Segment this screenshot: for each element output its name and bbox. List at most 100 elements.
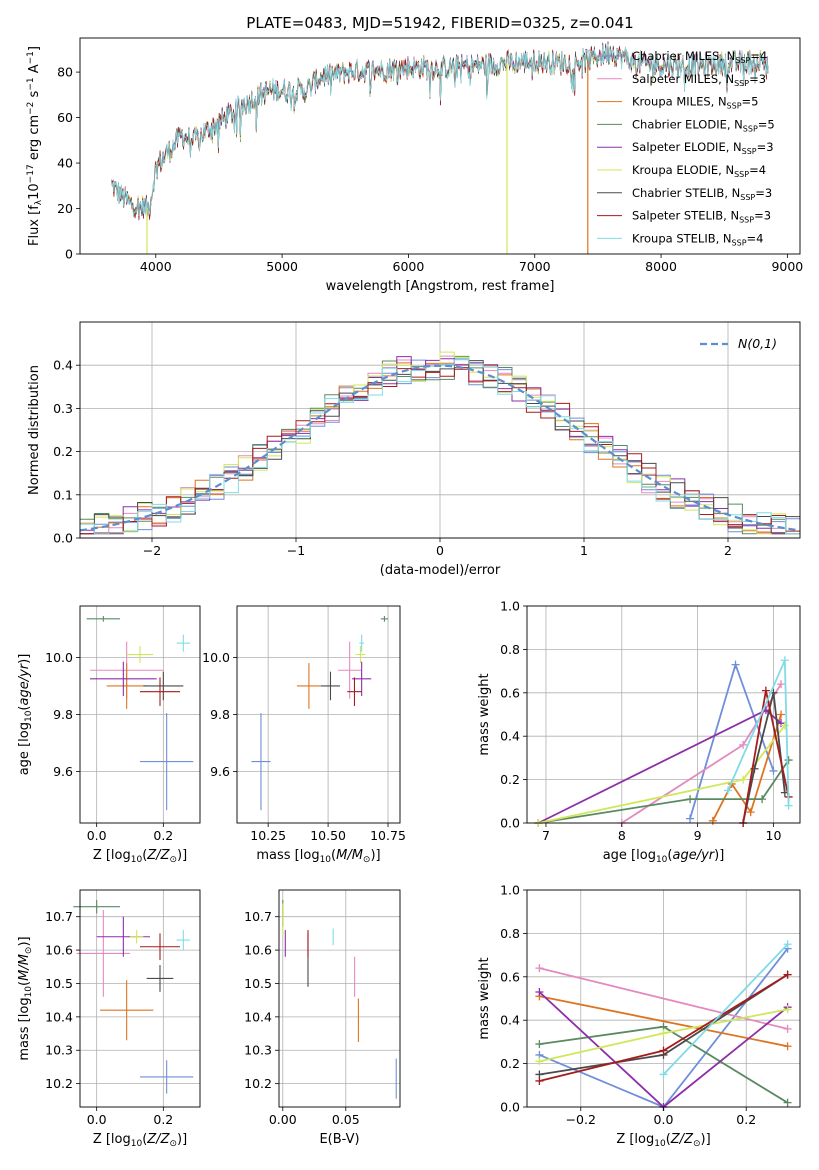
- y-tick-label: 0.4: [500, 729, 520, 744]
- x-tick-label: 9: [694, 828, 702, 843]
- errorbar-point-salpeter-stelib: [140, 933, 180, 961]
- plot-area: [534, 656, 793, 827]
- x-tick-label: −2: [143, 543, 161, 558]
- x-tick-label: 0.2: [153, 828, 173, 843]
- x-tick-label: 7: [542, 828, 550, 843]
- weight-marker: [777, 710, 786, 719]
- y-tick-label: 10.4: [244, 1009, 272, 1024]
- y-tick-label: 0.0: [53, 531, 73, 546]
- weight-line: [538, 759, 790, 824]
- weight-series-chabrier-miles: [686, 660, 778, 823]
- x-tick-label: 10.75: [370, 828, 406, 843]
- axes-frame: [236, 605, 401, 824]
- weight-series-kroupa-elodie: [534, 721, 789, 827]
- weight-marker: [777, 680, 786, 689]
- y-tick-label: 9.6: [53, 764, 73, 779]
- weight-series-salpeter-miles: [617, 680, 786, 827]
- x-axis-label: E(B-V): [319, 1132, 359, 1147]
- y-tick-label: 0.6: [500, 969, 520, 984]
- weight-marker: [758, 795, 767, 804]
- axes-frame: [526, 605, 801, 824]
- errorbar-point-kroupa-elodie: [126, 645, 154, 664]
- weight-marker: [784, 756, 793, 765]
- x-tick-label: 0.0: [654, 1112, 674, 1127]
- errorbar-point-chabrier-elodie: [73, 900, 120, 914]
- legend-label-salpeter-stelib: Salpeter STELIB, NSSP=3: [632, 209, 771, 225]
- x-tick-label: 10.25: [250, 828, 286, 843]
- axes-frame: [79, 605, 201, 824]
- plot-area: [251, 615, 389, 811]
- weight-marker: [686, 814, 695, 823]
- y-tick-label: 0.2: [53, 444, 73, 459]
- legend-label-salpeter-elodie: Salpeter ELODIE, NSSP=3: [632, 140, 774, 156]
- weight-line: [742, 692, 786, 824]
- errorbar-point-salpeter-stelib: [347, 677, 362, 706]
- y-tick-label: 10.3: [45, 1043, 73, 1058]
- y-tick-label: 10.6: [45, 943, 73, 958]
- histogram-chabrier-elodie: [80, 355, 800, 535]
- legend-label-gauss: N(0,1): [738, 336, 777, 351]
- legend-label-kroupa-miles: Kroupa MILES, NSSP=5: [632, 95, 758, 111]
- errorbar-point-kroupa-miles: [100, 980, 154, 1041]
- axes: 0.0 0.2 9.6 9.8 10.0 Z [log10(Z/Z⊙)] age [log1…: [17, 605, 201, 865]
- spectrum-line-kroupa-stelib: [111, 43, 769, 217]
- histogram-kroupa-elodie: [80, 351, 800, 535]
- y-tick-label: 1.0: [500, 599, 520, 614]
- weight-line: [539, 995, 788, 1048]
- y-tick-label: 0.4: [500, 1013, 520, 1028]
- x-tick-label: 0.2: [153, 1112, 173, 1127]
- x-axis-label: wavelength [Angstrom, rest frame]: [326, 279, 555, 294]
- weight-marker: [784, 801, 793, 810]
- x-tick-label: 8: [618, 828, 626, 843]
- x-tick-label: 10.50: [310, 828, 346, 843]
- x-axis-label: Z [log10(Z/Z⊙)]: [93, 848, 187, 865]
- y-tick-label: 9.8: [210, 707, 230, 722]
- weight-series-kroupa-miles: [708, 710, 786, 825]
- x-tick-label: 2: [724, 543, 732, 558]
- errorbar-point-chabrier-miles: [140, 713, 194, 811]
- errorbar-point-chabrier-miles: [140, 1060, 194, 1094]
- y-tick-label: 10.5: [244, 976, 272, 991]
- grid: [237, 606, 400, 823]
- x-tick-label: −1: [287, 543, 305, 558]
- x-axis-label: (data-model)/error: [380, 563, 501, 578]
- x-tick-label: 0.0: [87, 1112, 107, 1127]
- y-tick-label: 10.2: [244, 1076, 272, 1091]
- spectrum-legend: Chabrier MILES, NSSP=4 Salpeter MILES, NS…: [597, 49, 775, 247]
- grid: [279, 890, 400, 1107]
- y-tick-label: 0.0: [500, 1100, 520, 1115]
- y-tick-label: 10.3: [244, 1043, 272, 1058]
- y-tick-label: 9.8: [53, 707, 73, 722]
- weight-series-salpeter-stelib: [535, 970, 792, 1085]
- weight-marker: [783, 1005, 792, 1014]
- legend-label-chabrier-miles: Chabrier MILES, NSSP=4: [632, 49, 767, 65]
- axes-frame: [526, 889, 801, 1108]
- x-tick-label: 9000: [771, 259, 803, 274]
- errorbar-point-salpeter-miles: [337, 641, 362, 699]
- x-tick-label: 0.0: [87, 828, 107, 843]
- x-tick-label: 6000: [393, 259, 425, 274]
- errorbar-point-salpeter-miles: [76, 910, 130, 997]
- legend-label-kroupa-elodie: Kroupa ELODIE, NSSP=4: [632, 163, 766, 179]
- x-axis-label: age [log10(age/yr)]: [603, 848, 725, 865]
- weight-series-salpeter-elodie: [534, 706, 786, 827]
- weight-marker: [535, 1040, 544, 1049]
- age-vs-mass-panel: 10.25 10.50 10.75 9.6 9.8 10.0 mass [log10(M/M…: [202, 605, 406, 865]
- weight-series-kroupa-stelib: [723, 656, 793, 810]
- plot-area: [282, 900, 397, 1099]
- y-axis-label: age [log10(age/yr)]: [17, 654, 34, 776]
- weights-vs-age-panel: 7 8 9 10 0.0 0.2 0.4 0.6 0.8 1.0 age [log10(age/yr…: [477, 599, 801, 865]
- plot-area: [86, 615, 194, 811]
- plot-area: [73, 900, 194, 1094]
- weights-vs-metallicity-panel: −0.2 0.0 0.2 0.0 0.2 0.4 0.6 0.8 1.0 Z [log10(Z/Z…: [477, 883, 801, 1149]
- errorbar-point-chabrier-miles: [251, 713, 271, 811]
- y-tick-label: 10.5: [45, 976, 73, 991]
- histogram-chabrier-stelib: [80, 360, 800, 535]
- weight-marker: [535, 1076, 544, 1085]
- y-tick-label: 10.7: [45, 909, 73, 924]
- y-tick-label: 10.4: [45, 1009, 73, 1024]
- y-tick-label: 60: [57, 110, 73, 125]
- weight-series-kroupa-stelib: [659, 940, 792, 1079]
- axes: 0.0 0.2 10.2 10.3 10.4 10.5 10.6 10.7 Z [log10(Z…: [17, 889, 201, 1149]
